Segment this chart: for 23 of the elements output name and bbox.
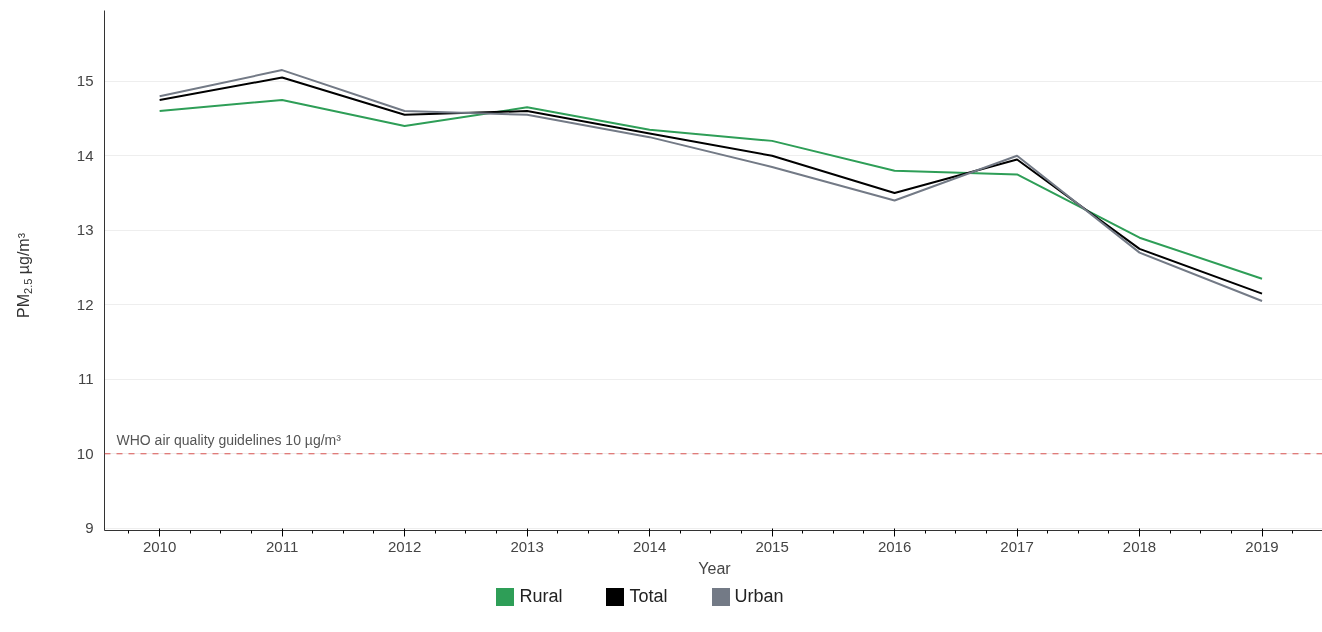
x-tick-label: 2013 xyxy=(510,537,544,555)
ref-line-label: WHO air quality guidelines 10 µg/m³ xyxy=(116,431,342,448)
x-tick-label: 2011 xyxy=(265,537,299,555)
x-tick-label: 2017 xyxy=(1000,537,1034,555)
y-tick-label: 14 xyxy=(76,146,94,164)
y-tick-label: 12 xyxy=(76,295,94,313)
x-tick-label: 2016 xyxy=(877,537,912,555)
legend-label: Rural xyxy=(519,585,563,608)
y-tick-label: 9 xyxy=(85,519,94,537)
x-tick-label: 2012 xyxy=(387,537,422,555)
y-tick-label: 11 xyxy=(77,370,94,388)
x-axis-title: Year xyxy=(698,559,732,577)
x-tick-label: 2010 xyxy=(142,537,177,555)
x-tick-label: 2014 xyxy=(632,537,667,555)
legend-label: Urban xyxy=(734,585,784,608)
x-tick-label: 2018 xyxy=(1122,537,1157,555)
x-tick-label: 2015 xyxy=(755,537,789,555)
y-tick-label: 13 xyxy=(76,221,94,239)
y-tick-label: 15 xyxy=(76,72,94,90)
x-tick-label: 2019 xyxy=(1245,537,1279,555)
y-tick-label: 10 xyxy=(76,444,94,462)
legend-label: Total xyxy=(629,585,668,608)
line-series xyxy=(158,98,1264,280)
